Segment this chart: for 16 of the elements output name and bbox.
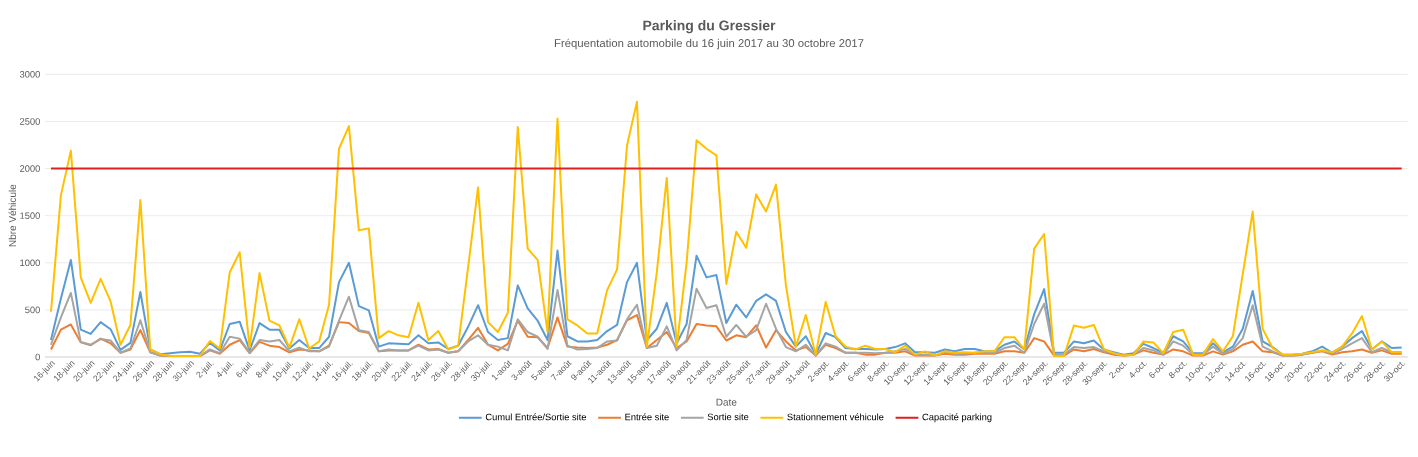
chart-subtitle: Fréquentation automobile du 16 juin 2017 au 30 octobre 2017: [554, 38, 864, 50]
y-tick-label: 1500: [20, 212, 40, 219]
y-tick-label: 2500: [20, 118, 40, 125]
y-tick-label: 2000: [20, 165, 40, 172]
chart-title: Parking du Gressier: [643, 20, 776, 34]
legend-label: Entrée site: [625, 413, 669, 421]
legend-label: Stationnement véhicule: [787, 413, 884, 421]
x-axis-title: Date: [716, 398, 737, 406]
legend-label: Cumul Entrée/Sortie site: [485, 413, 587, 421]
legend-label: Sortie site: [707, 413, 749, 421]
y-tick-label: 500: [25, 306, 40, 314]
y-axis-title: Nbre Véhicule: [8, 184, 17, 247]
y-tick-label: 3000: [19, 71, 40, 78]
legend-label: Capacité parking: [922, 413, 992, 423]
y-tick-label: 1000: [20, 259, 40, 267]
y-tick-label: 0: [35, 353, 40, 361]
